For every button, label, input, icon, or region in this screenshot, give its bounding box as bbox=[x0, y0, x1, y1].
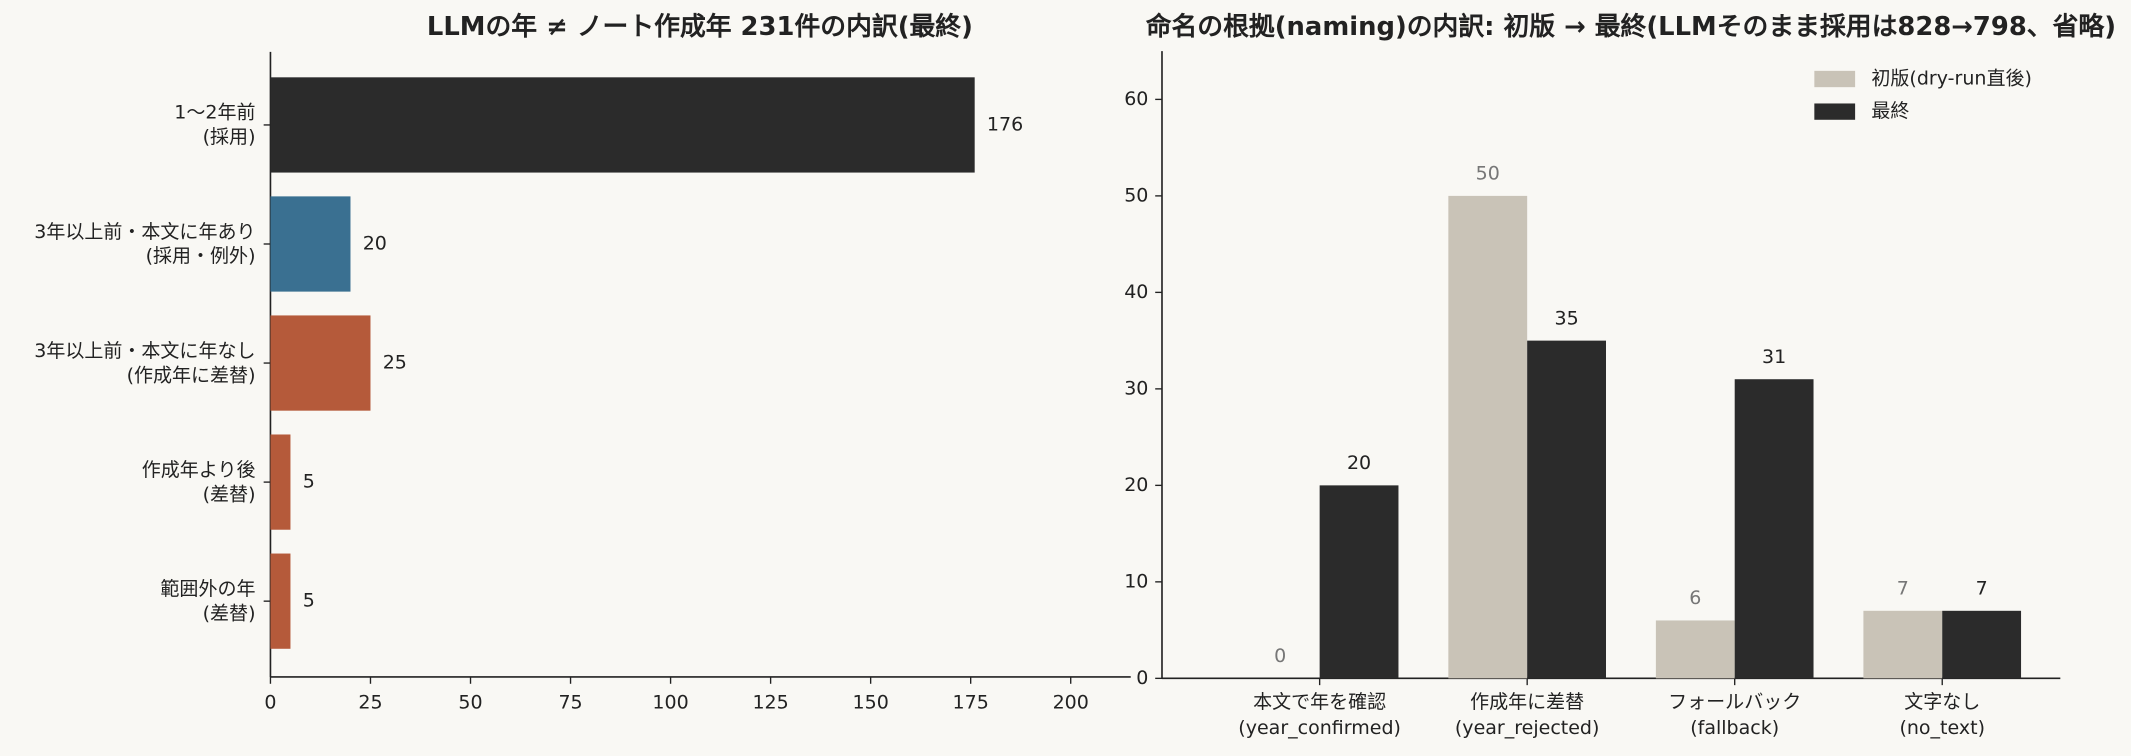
x-tick-label: 100 bbox=[652, 691, 688, 713]
bar bbox=[270, 196, 351, 292]
y-tick-label: 1〜2年前(採用) bbox=[174, 101, 255, 147]
value-label: 35 bbox=[1554, 307, 1578, 329]
bar bbox=[1527, 340, 1606, 679]
value-label: 7 bbox=[1976, 578, 1988, 600]
x-tick-label: フォールバック(fallback) bbox=[1668, 691, 1801, 739]
x-tick-label: 50 bbox=[458, 691, 482, 713]
bar bbox=[270, 434, 291, 530]
y-tick-label: 30 bbox=[1124, 377, 1148, 399]
chart-title: LLMの年 ≠ ノート作成年 231件の内訳(最終) bbox=[427, 11, 973, 42]
y-tick-label: 50 bbox=[1124, 184, 1148, 206]
x-tick-label: 本文で年を確認(year_confirmed) bbox=[1238, 691, 1401, 739]
x-tick-label: 作成年に差替(year_rejected) bbox=[1455, 691, 1600, 739]
legend-swatch bbox=[1814, 70, 1856, 88]
bar bbox=[1655, 620, 1735, 679]
y-tick-label: 20 bbox=[1124, 474, 1148, 496]
x-tick-label: 75 bbox=[558, 691, 582, 713]
value-label: 20 bbox=[1347, 452, 1371, 474]
chart-title: 命名の根拠(naming)の内訳: 初版 → 最終(LLMそのまま採用は828→… bbox=[1146, 11, 2116, 42]
y-tick-label: 40 bbox=[1124, 281, 1148, 303]
legend-label: 最終 bbox=[1871, 100, 1909, 122]
y-tick-label: 範囲外の年(差替) bbox=[160, 577, 255, 623]
value-label: 20 bbox=[363, 232, 387, 254]
bar bbox=[1942, 610, 2022, 679]
value-label: 7 bbox=[1897, 578, 1909, 600]
value-label: 6 bbox=[1689, 587, 1701, 609]
bar bbox=[1863, 610, 1943, 679]
value-label: 176 bbox=[987, 113, 1023, 135]
bar bbox=[270, 553, 291, 649]
value-label: 5 bbox=[303, 590, 315, 612]
y-tick-label: 10 bbox=[1124, 570, 1148, 592]
y-tick-label: 3年以上前・本文に年あり(採用・例外) bbox=[34, 220, 255, 266]
y-tick-label: 60 bbox=[1124, 88, 1148, 110]
value-label: 50 bbox=[1476, 163, 1500, 185]
x-tick-label: 0 bbox=[264, 691, 276, 713]
bar bbox=[270, 77, 975, 173]
bar bbox=[1734, 379, 1814, 679]
legend-label: 初版(dry-run直後) bbox=[1871, 68, 2032, 90]
legend-swatch bbox=[1814, 103, 1856, 120]
x-tick-label: 25 bbox=[358, 691, 382, 713]
x-tick-label: 175 bbox=[953, 691, 989, 713]
x-tick-label: 文字なし(no_text) bbox=[1899, 691, 1985, 739]
y-tick-label: 3年以上前・本文に年なし(作成年に差替) bbox=[34, 339, 255, 385]
value-label: 25 bbox=[383, 352, 407, 374]
value-label: 31 bbox=[1762, 346, 1786, 368]
x-tick-label: 200 bbox=[1053, 691, 1089, 713]
y-tick-label: 0 bbox=[1136, 667, 1148, 689]
bar bbox=[1319, 485, 1399, 679]
x-tick-label: 150 bbox=[853, 691, 889, 713]
bar bbox=[270, 315, 371, 411]
y-tick-label: 作成年より後(差替) bbox=[142, 458, 256, 504]
bar bbox=[1448, 195, 1528, 679]
value-label: 0 bbox=[1274, 645, 1286, 667]
value-label: 5 bbox=[303, 471, 315, 493]
x-tick-label: 125 bbox=[752, 691, 788, 713]
